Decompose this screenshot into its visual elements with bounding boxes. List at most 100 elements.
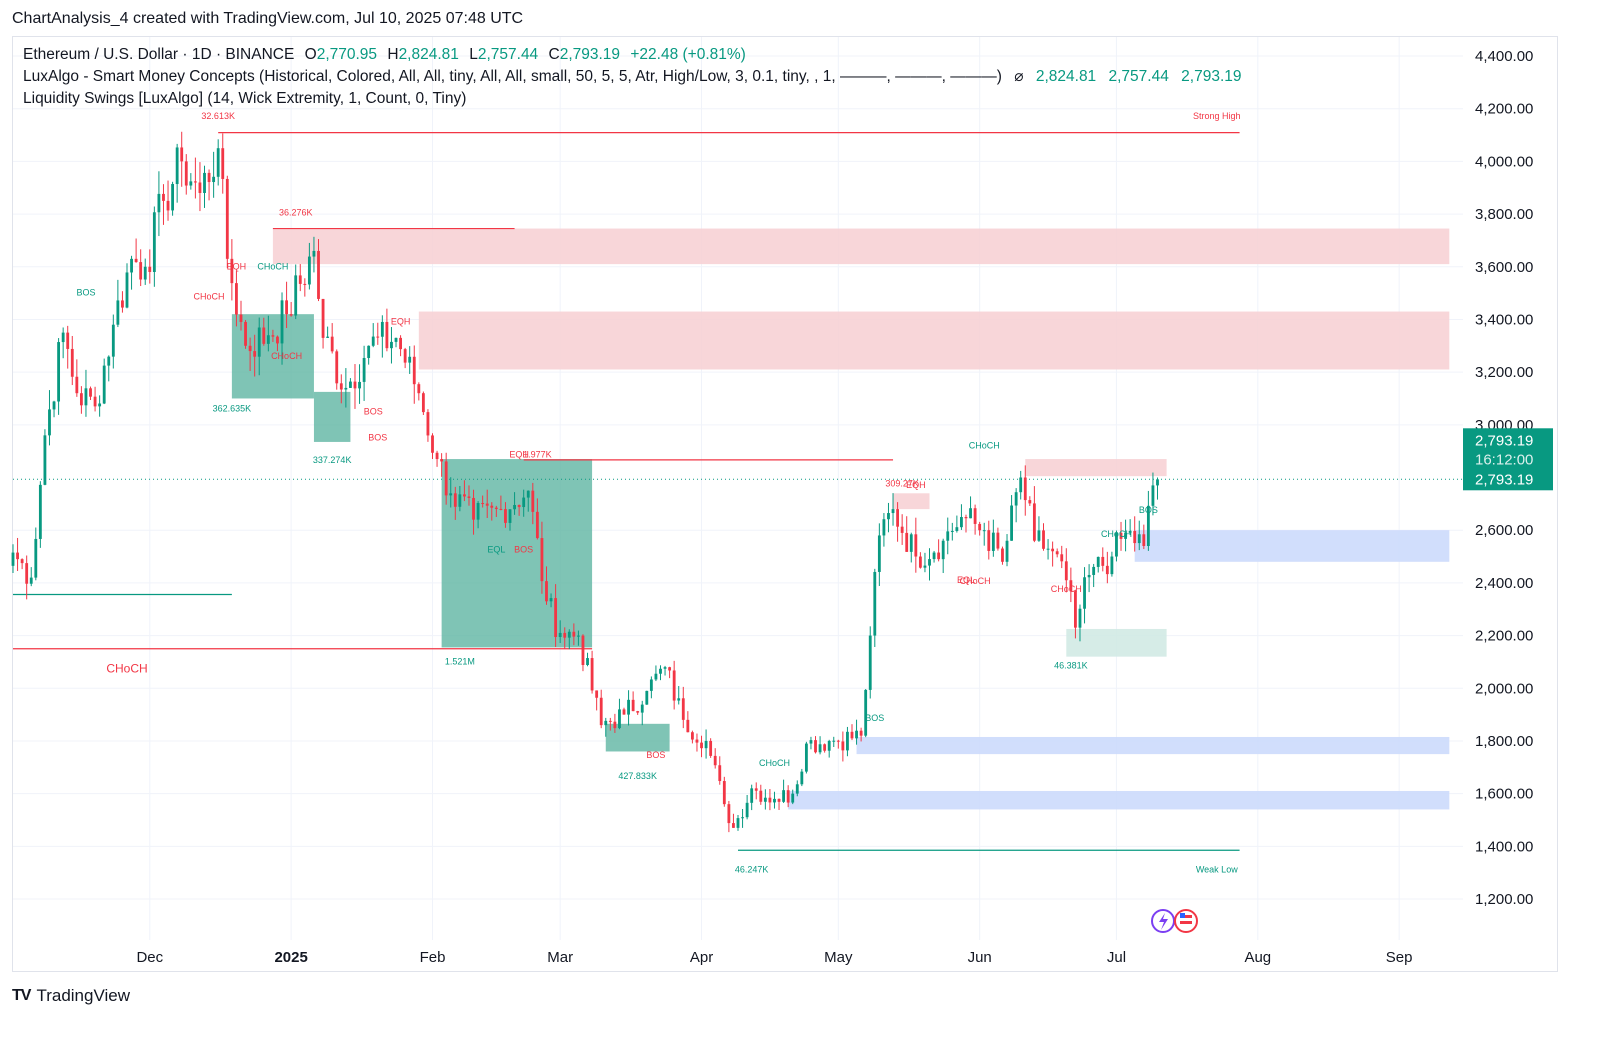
candle-up [1137, 534, 1141, 544]
candle-up [677, 698, 681, 701]
symbol-title[interactable]: Ethereum / U.S. Dollar · 1D · BINANCE [23, 46, 295, 63]
chart-legend: Ethereum / U.S. Dollar · 1D · BINANCE O2… [23, 44, 1242, 110]
candle-down [444, 461, 448, 496]
indicator-smc-title[interactable]: LuxAlgo - Smart Money Concepts (Historic… [23, 68, 1002, 85]
candle-up [1046, 548, 1050, 550]
x-tick-label: Sep [1386, 949, 1413, 966]
candle-down [490, 505, 494, 508]
annotation-label: 46.381K [1054, 660, 1088, 670]
candle-up [604, 720, 608, 726]
candle-down [353, 381, 357, 389]
candle-down [230, 258, 234, 284]
price-tag-countdown: 16:12:00 [1475, 451, 1533, 468]
x-tick-label: 2025 [274, 949, 307, 966]
candle-down [321, 298, 325, 338]
candle-up [349, 381, 352, 388]
candle-up [567, 631, 571, 638]
candle-up [659, 668, 662, 674]
candle-down [221, 148, 225, 179]
candle-down [421, 393, 425, 413]
annotation-label: EQL [957, 575, 975, 585]
candle-down [134, 258, 138, 263]
candle-up [1151, 485, 1155, 506]
candle-up [102, 365, 106, 404]
candle-down [453, 493, 457, 507]
candle-down [964, 517, 968, 519]
candle-down [545, 581, 548, 602]
x-tick-label: Mar [547, 949, 573, 966]
candle-up [344, 387, 348, 390]
candle-up [1110, 556, 1114, 575]
candle-up [476, 503, 480, 520]
candle-down [285, 300, 288, 315]
candle-up [1115, 532, 1118, 557]
annotation-label: CHoCH [271, 351, 302, 361]
candle-down [1142, 534, 1146, 546]
high-value: 2,824.81 [398, 46, 459, 63]
candle-up [216, 148, 220, 177]
tradingview-brand[interactable]: TV TradingView [12, 986, 130, 1006]
candle-down [1001, 548, 1004, 562]
candle-down [276, 336, 279, 344]
event-flag-stripe-icon [1180, 921, 1192, 924]
candle-up [1005, 540, 1009, 562]
candle-up [654, 673, 658, 680]
annotation-label: CHoCH [969, 441, 1000, 451]
chart-frame[interactable] [12, 36, 1558, 972]
event-flag-stripe-icon [1180, 915, 1192, 918]
candle-up [809, 740, 813, 744]
candle-down [426, 412, 430, 436]
y-tick-label: 3,800.00 [1475, 206, 1533, 223]
candle-down [996, 532, 1000, 549]
annotation-label: CHoCH [759, 758, 790, 768]
candle-down [599, 697, 603, 726]
y-tick-label: 4,000.00 [1475, 153, 1533, 170]
x-tick-label: Aug [1244, 949, 1271, 966]
candle-down [339, 383, 343, 390]
annotation-label: EQH [391, 317, 411, 327]
legend-indicator-smc: LuxAlgo - Smart Money Concepts (Historic… [23, 66, 1242, 88]
candle-down [732, 823, 735, 828]
candle-down [759, 790, 763, 802]
candle-up [52, 401, 56, 410]
candle-up [558, 632, 562, 638]
zone-demand [788, 790, 1450, 810]
levels [13, 132, 1463, 851]
annotation-label: 1.521M [445, 657, 475, 667]
indicator-smc-value-3: 2,793.19 [1181, 68, 1242, 85]
candle-up [955, 527, 959, 531]
candle-up [928, 559, 931, 566]
candle-up [157, 193, 161, 213]
annotation-label: CHoCH [960, 576, 991, 586]
candle-up [882, 519, 886, 536]
y-tick-label: 3,600.00 [1475, 259, 1533, 276]
candle-up [1087, 574, 1091, 578]
candle-up [745, 802, 749, 818]
annotation-label: BOS [865, 713, 884, 723]
annotation-label: CHoCH [1101, 529, 1132, 539]
high-label: H [387, 46, 399, 63]
candle-up [627, 699, 630, 715]
candle-down [298, 275, 302, 284]
candle-up [909, 534, 913, 552]
candle-up [61, 332, 65, 343]
candle-down [93, 396, 97, 407]
candle-up [649, 679, 653, 691]
candle-up [513, 504, 516, 510]
annotation-label: CHoCH [194, 292, 225, 302]
candle-down [494, 507, 498, 509]
indicator-liquidity-title[interactable]: Liquidity Swings [LuxAlgo] (14, Wick Ext… [23, 90, 467, 107]
candle-up [175, 147, 179, 185]
candle-down [695, 739, 699, 743]
candle-down [608, 720, 612, 722]
candle-up [29, 577, 33, 584]
annotation-label: BOS [364, 406, 383, 416]
candle-down [631, 699, 635, 712]
annotation-label: EQH [906, 480, 926, 490]
candle-down [303, 283, 307, 285]
candle-down [1055, 551, 1059, 555]
candle-up [171, 184, 175, 211]
zone-demand [856, 736, 1450, 755]
candle-up [991, 532, 995, 551]
